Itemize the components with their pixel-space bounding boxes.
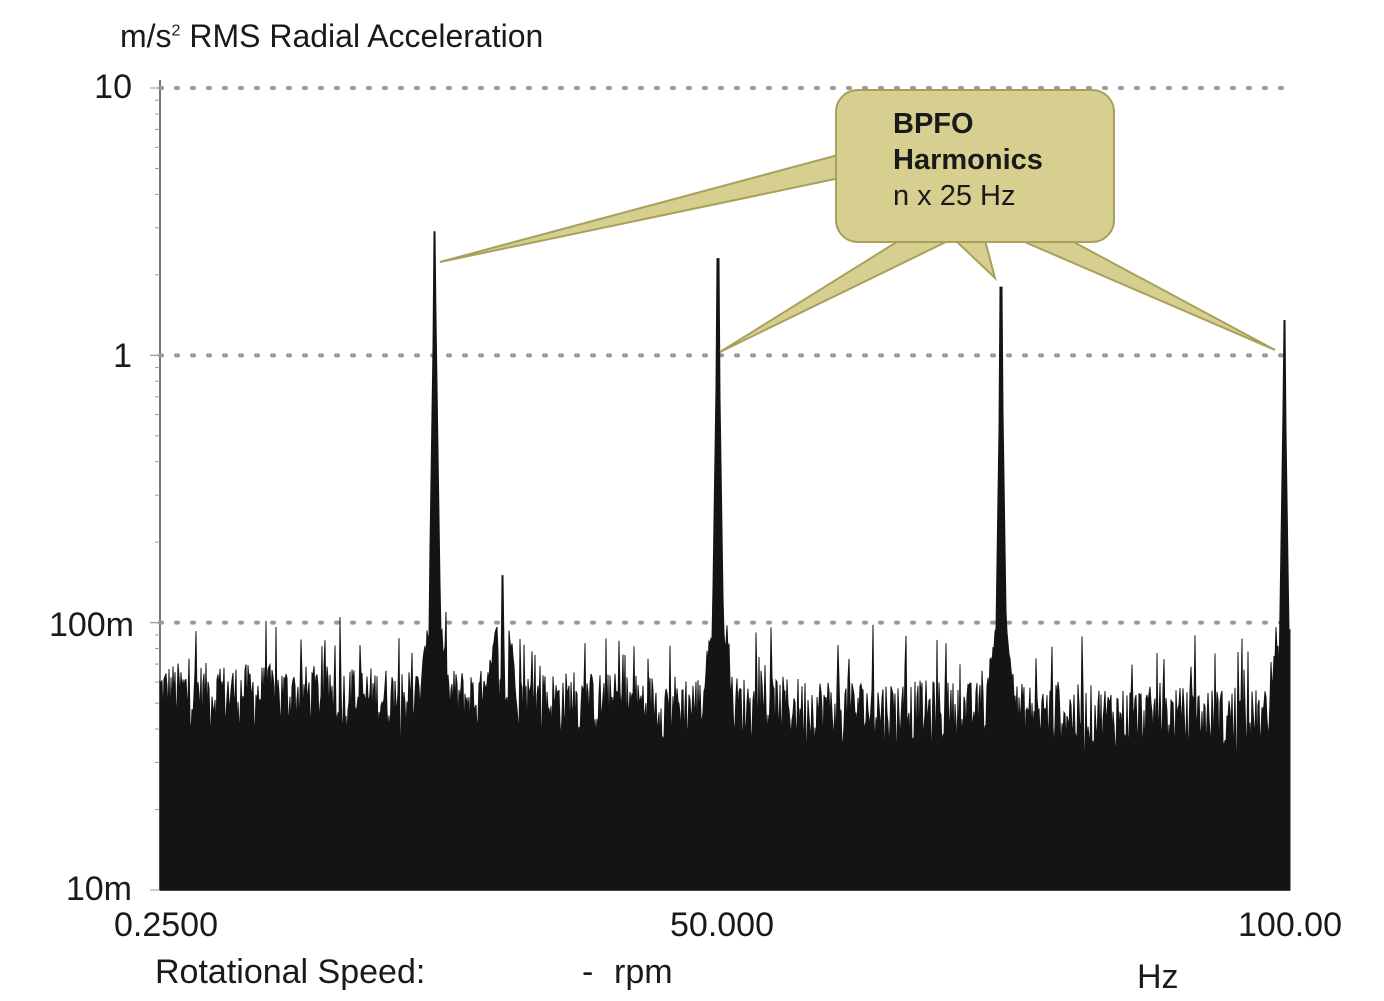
y-minor-ticks bbox=[150, 87, 160, 891]
callout-pointer-3 bbox=[952, 239, 997, 282]
x-tick-label-50: 50.000 bbox=[670, 906, 774, 944]
rotational-speed-label: Rotational Speed: bbox=[155, 953, 426, 991]
x-axis-unit-label: Hz bbox=[1137, 958, 1179, 996]
x-tick-label-0.25: 0.2500 bbox=[114, 906, 218, 944]
callout-line-3: n x 25 Hz bbox=[893, 180, 1016, 212]
spectrum-series bbox=[159, 231, 1291, 891]
callout-box bbox=[835, 89, 1115, 243]
y-tick-label-1: 1 bbox=[113, 337, 132, 375]
callout-pointer-1 bbox=[439, 153, 842, 263]
callout-pointer-2 bbox=[719, 239, 951, 353]
y-tick-label-10: 10 bbox=[94, 68, 132, 106]
callout-line-1: BPFO bbox=[893, 108, 974, 140]
callout-annotation: BPFO Harmonics n x 25 Hz bbox=[893, 106, 1043, 214]
y-axis-label: m/s2 RMS Radial Acceleration bbox=[120, 18, 544, 54]
y-tick-label-10m: 10m bbox=[65, 870, 132, 908]
grid-lines bbox=[158, 86, 1292, 625]
callout-pointer-4 bbox=[1019, 239, 1276, 351]
x-tick-label-100: 100.00 bbox=[1238, 906, 1342, 944]
callout-line-2: Harmonics bbox=[893, 144, 1043, 176]
y-tick-label-100m: 100m bbox=[48, 606, 134, 644]
rotational-speed-value: - bbox=[582, 953, 594, 991]
rotational-speed-unit: rpm bbox=[614, 953, 673, 991]
